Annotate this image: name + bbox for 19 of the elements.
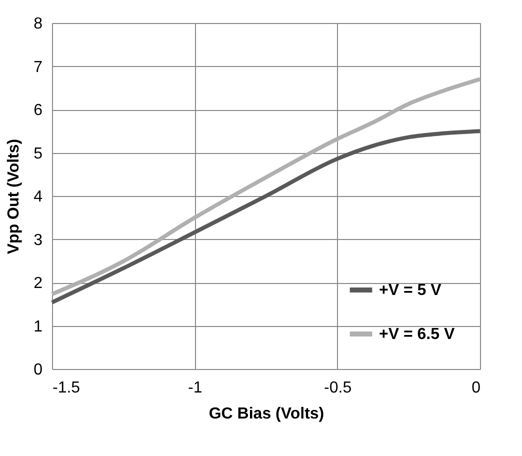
x-tick-label: -1.5 (52, 380, 80, 396)
x-axis-title: GC Bias (Volts) (208, 406, 324, 422)
y-tick-label: 5 (34, 145, 43, 162)
y-tick-label: 0 (34, 362, 43, 378)
legend-label: +V = 6.5 V (379, 326, 455, 343)
y-tick-label: 1 (34, 318, 43, 336)
y-tick-label: 4 (34, 188, 43, 206)
y-tick-label: 2 (34, 275, 43, 292)
y-axis-title: Vpp Out (Volts) (6, 138, 23, 254)
y-tick-label: 8 (34, 16, 43, 32)
y-tick-label: 3 (34, 232, 43, 249)
x-tick-label: -1 (188, 380, 202, 396)
x-tick-label: -0.5 (324, 380, 352, 396)
legend-label: +V = 5 V (379, 282, 442, 299)
y-tick-label: 7 (34, 58, 43, 76)
x-tick-label: 0 (472, 380, 481, 396)
y-tick-label: 6 (34, 102, 43, 119)
line-series (50, 129, 482, 304)
line-series (50, 77, 482, 296)
